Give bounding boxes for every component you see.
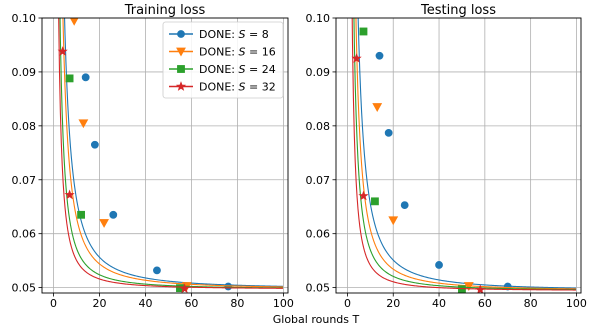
data-point-marker: [371, 197, 379, 206]
x-tick-label: 80: [524, 297, 538, 310]
y-tick-label: 0.10: [306, 12, 331, 25]
series-line: [351, 18, 576, 291]
series-line: [62, 18, 283, 288]
legend-marker: [175, 81, 187, 91]
y-tick-label: 0.06: [12, 228, 37, 241]
legend-marker: [176, 47, 186, 57]
x-tick-label: 40: [432, 297, 446, 310]
x-tick-label: 100: [273, 297, 294, 310]
data-point-marker: [435, 261, 443, 269]
data-point-marker: [463, 282, 474, 292]
series-line: [58, 18, 283, 289]
legend-label: DONE: S = 24: [199, 63, 276, 76]
data-point-marker: [99, 219, 109, 228]
data-point-marker: [64, 189, 75, 200]
data-point-marker: [81, 73, 90, 82]
data-point-marker: [224, 282, 233, 291]
x-axis-label: Global rounds T: [273, 313, 360, 326]
y-tick-label: 0.05: [12, 282, 37, 295]
testing-loss-panel: 0 20 40 60 80 100 0.05 0.06 0.07 0.08 0.09 0.10 Test…: [306, 3, 587, 310]
data-point-marker: [351, 53, 362, 63]
y-tick-label: 0.06: [306, 228, 331, 241]
data-point-marker: [400, 201, 409, 210]
series-line: [357, 18, 576, 289]
data-point-marker: [153, 266, 161, 275]
data-point-marker: [358, 190, 369, 201]
data-point-marker: [109, 210, 118, 219]
x-tick-label: 60: [478, 297, 492, 310]
legend-label: DONE: S = 8: [199, 28, 269, 41]
y-tick-label: 0.07: [306, 174, 331, 187]
y-tick-label: 0.10: [12, 12, 37, 25]
data-point-marker: [69, 18, 79, 26]
x-tick-label: 0: [50, 297, 57, 310]
data-point-marker: [375, 51, 384, 60]
legend-label: DONE: S = 32: [199, 81, 276, 94]
y-tick-label: 0.08: [306, 120, 331, 133]
y-tick-label: 0.09: [12, 66, 37, 79]
series-1: [357, 18, 576, 291]
x-tick-label: 0: [344, 297, 351, 310]
chart-title: Training loss: [124, 3, 206, 18]
data-point-marker: [65, 74, 74, 83]
data-point-marker: [475, 284, 486, 293]
data-point-marker: [388, 216, 399, 226]
data-point-marker: [57, 46, 68, 56]
data-point-marker: [384, 128, 393, 137]
data-point-marker: [179, 283, 190, 293]
series-line: [64, 18, 283, 287]
y-tick-label: 0.08: [12, 120, 37, 133]
data-point-marker: [78, 119, 89, 129]
legend-marker: [177, 65, 185, 73]
data-point-marker: [372, 103, 383, 112]
legend-box: [162, 21, 284, 99]
data-point-marker: [90, 140, 99, 149]
x-tick-label: 100: [566, 297, 587, 310]
x-tick-label: 40: [138, 297, 152, 310]
x-tick-label: 20: [386, 297, 400, 310]
y-tick-label: 0.07: [12, 174, 37, 187]
x-tick-label: 20: [92, 297, 106, 310]
y-tick-label: 0.09: [306, 66, 331, 79]
legend-label: DONE: S = 16: [199, 46, 276, 59]
legend: DONE: S = 8 DONE: S = 16 DONE: S = 24 DONE:…: [162, 21, 284, 99]
data-point-marker: [359, 27, 368, 36]
series-4: [351, 18, 576, 293]
chart-title: Testing loss: [420, 3, 496, 18]
series-3: [353, 18, 576, 293]
series-4: [57, 18, 283, 293]
y-tick-label: 0.05: [306, 282, 331, 295]
data-point-marker: [458, 285, 466, 293]
plot-frame: [41, 17, 289, 294]
training-loss-panel: 0 20 40 60 80 100 0.05 0.06 0.07 0.08 0.09 0.10 Trai…: [12, 3, 294, 310]
plot-frame: [335, 17, 582, 294]
data-point-marker: [77, 210, 85, 219]
x-tick-label: 60: [184, 297, 198, 310]
legend-marker: [177, 30, 185, 38]
x-tick-label: 80: [230, 297, 244, 310]
